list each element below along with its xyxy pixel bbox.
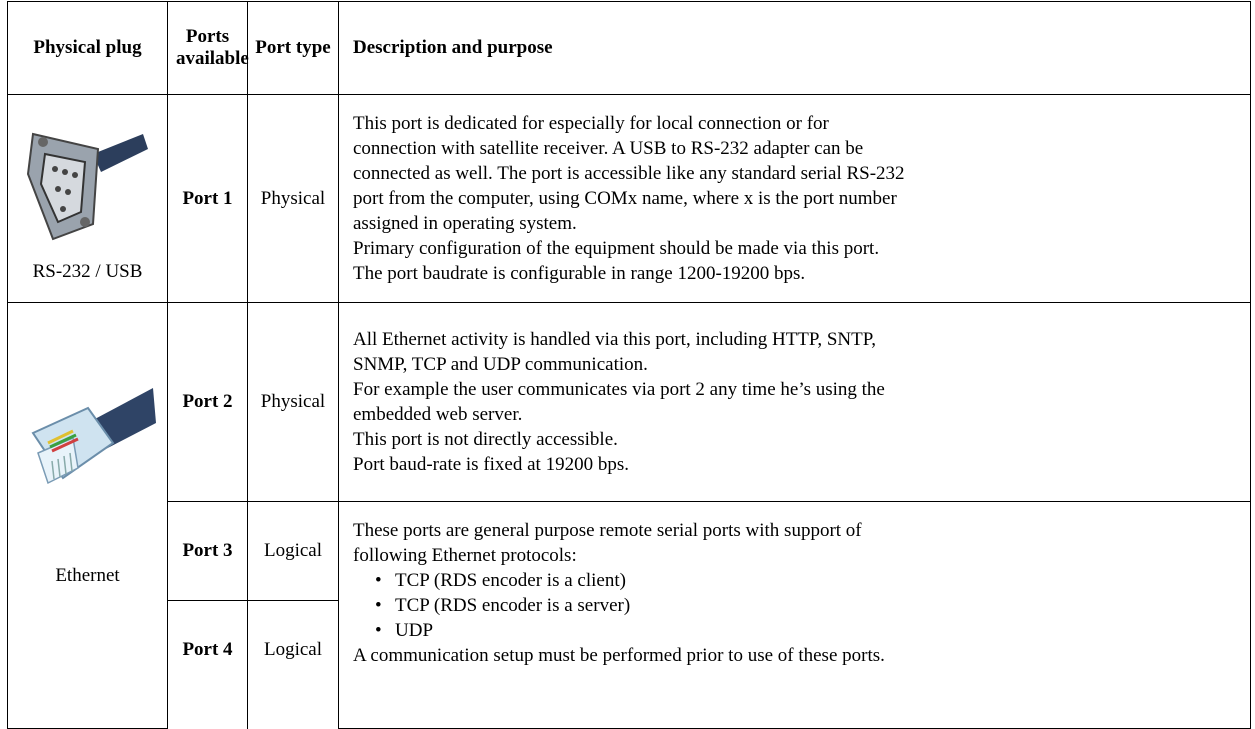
row: Ethernet Port 2 Physical All Ethernet ac… [7, 302, 1251, 729]
port-cell: Port 2 [167, 302, 248, 502]
type-cell: Logical [247, 600, 339, 729]
text-line: port from the computer, using COMx name,… [353, 188, 897, 209]
text-line: This port is dedicated for especially fo… [353, 113, 829, 134]
port-cell: Port 3 [167, 501, 248, 601]
plug-cell: RS-232 / USB [7, 94, 168, 303]
row: RS-232 / USB Port 1 Physical This port i… [7, 94, 1251, 303]
header-cell: Description and purpose [338, 1, 1251, 95]
port-cell: Port 4 [167, 600, 248, 729]
text-line: assigned in operating system. [353, 213, 577, 234]
type-cell: Logical [247, 501, 339, 601]
type-cell: Physical [247, 302, 339, 502]
plug-label: Ethernet [55, 565, 120, 586]
ethernet-icon [31, 388, 156, 485]
type-cell: Physical [247, 94, 339, 303]
description-cell: These ports are general purpose remote s… [338, 501, 1251, 729]
bullet-item: TCP (RDS encoder is a server) [353, 593, 1250, 618]
plug-cell: Ethernet [7, 302, 168, 729]
row: Port 3 Logical These ports are general p… [8, 501, 1251, 729]
text-line: For example the user communicates via po… [353, 379, 885, 400]
text-line: The port baudrate is configurable in ran… [353, 263, 806, 284]
text-line: SNMP, TCP and UDP communication. [353, 354, 648, 375]
header-cell: Port type [247, 1, 339, 95]
header-row: Physical plug Ports available Port type … [7, 1, 1251, 95]
text-line: This port is not directly accessible. [353, 429, 618, 450]
text-line: connection with satellite receiver. A US… [353, 138, 864, 159]
row: Port 4 Logical [8, 600, 1251, 729]
serial-icon [26, 132, 148, 241]
text-line: embedded web server. [353, 404, 523, 425]
text-line: All Ethernet activity is handled via thi… [353, 329, 876, 350]
plug-label: RS-232 / USB [32, 261, 143, 282]
description-cell: This port is dedicated for especially fo… [338, 94, 1251, 303]
bullet-item: UDP [353, 618, 1250, 643]
port-cell: Port 1 [167, 94, 248, 303]
header-cell: Ports available [167, 1, 249, 95]
bullet-item: TCP (RDS encoder is a client) [353, 568, 1250, 593]
text-line: following Ethernet protocols: [353, 545, 577, 566]
description-cell: All Ethernet activity is handled via thi… [338, 302, 1251, 502]
text-line: connected as well. The port is accessibl… [353, 163, 905, 184]
text-line: Port baud-rate is fixed at 19200 bps. [353, 454, 629, 475]
text-line: Primary configuration of the equipment s… [353, 238, 880, 259]
header-cell: Physical plug [7, 1, 168, 95]
ports-table: Physical plug Ports available Port type … [7, 1, 1251, 729]
text-line: A communication setup must be performed … [353, 645, 885, 666]
text-line: These ports are general purpose remote s… [353, 520, 862, 541]
